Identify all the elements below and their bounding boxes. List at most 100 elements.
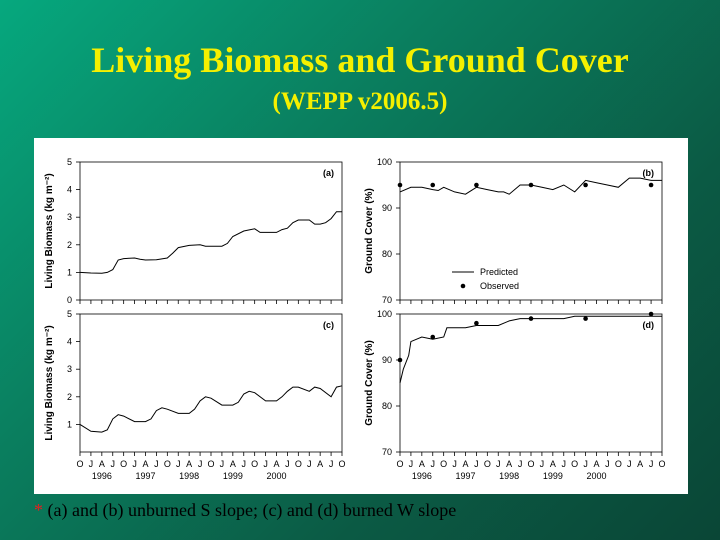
figure-panel: 0 1 2 3 4 5 Living Biomass (kg m⁻²) (a) 70 80 90 10… (34, 138, 688, 494)
y-tick-label: 70 (382, 447, 392, 457)
panel-label: (a) (323, 168, 334, 178)
observed-point (583, 182, 588, 188)
observed-point (430, 182, 436, 188)
x-tick-label: A (99, 459, 105, 469)
x-tick-label: J (562, 459, 567, 469)
x-tick-label: A (637, 459, 643, 469)
y-tick-label: 100 (377, 157, 392, 167)
observed-point (430, 334, 436, 340)
x-tick-label: J (409, 459, 414, 469)
series-line-d (399, 315, 662, 384)
x-tick-label: J (111, 459, 116, 469)
x-tick-label: J (285, 459, 290, 469)
series-line-a (79, 211, 342, 274)
y-tick-label: 4 (67, 185, 72, 195)
observed-point (528, 182, 534, 188)
y-tick-label: 4 (67, 337, 72, 347)
observed-point (397, 182, 403, 188)
panel-label: (c) (323, 320, 334, 330)
x-tick-label: O (164, 459, 171, 469)
x-tick-label: J (452, 459, 457, 469)
y-tick-label: 1 (67, 419, 72, 429)
x-tick-label: A (506, 459, 512, 469)
x-tick-label: O (440, 459, 447, 469)
x-tick-label: J (649, 459, 654, 469)
x-year-label: 1998 (499, 471, 519, 481)
x-tick-label: A (419, 459, 425, 469)
plot-frame-b (399, 161, 663, 301)
x-tick-label: O (527, 459, 534, 469)
x-tick-label: J (89, 459, 94, 469)
y-axis-label: Ground Cover (%) (364, 340, 375, 426)
y-tick-label: 0 (67, 295, 72, 305)
series-line-c (79, 385, 343, 433)
x-year-label: 1996 (92, 471, 112, 481)
x-tick-label: A (462, 459, 468, 469)
y-tick-label: 100 (377, 309, 392, 319)
x-tick-label: O (571, 459, 578, 469)
x-year-label: 1997 (455, 471, 475, 481)
y-tick-label: 70 (382, 295, 392, 305)
panel-label: (b) (643, 168, 655, 178)
x-year-label: 1999 (543, 471, 563, 481)
y-tick-label: 3 (67, 364, 72, 374)
x-tick-label: O (207, 459, 214, 469)
y-tick-label: 2 (67, 392, 72, 402)
caption-text: (a) and (b) unburned S slope; (c) and (d… (47, 500, 457, 520)
x-year-label: 1999 (223, 471, 243, 481)
panel-label: (d) (643, 320, 655, 330)
x-year-label: 1997 (135, 471, 155, 481)
x-tick-label: J (307, 459, 312, 469)
plot-frame-a (79, 161, 343, 301)
x-tick-label: O (295, 459, 302, 469)
x-tick-label: A (186, 459, 192, 469)
series-line-b (399, 177, 662, 195)
legend-point-swatch (460, 283, 466, 289)
x-year-label: 2000 (266, 471, 286, 481)
x-tick-label: O (615, 459, 622, 469)
x-tick-label: J (627, 459, 632, 469)
x-tick-label: J (154, 459, 159, 469)
y-axis-label: Living Biomass (kg m⁻²) (44, 173, 55, 288)
y-tick-label: 2 (67, 240, 72, 250)
observed-point (474, 182, 479, 188)
x-tick-label: A (317, 459, 323, 469)
x-tick-label: A (142, 459, 148, 469)
y-tick-label: 80 (382, 249, 392, 259)
slide-title: Living Biomass and Ground Cover (91, 40, 629, 80)
observed-point (528, 316, 534, 321)
x-tick-label: J (329, 459, 334, 469)
x-tick-label: J (518, 459, 523, 469)
x-tick-label: A (550, 459, 556, 469)
y-tick-label: 5 (67, 309, 72, 319)
x-tick-label: J (242, 459, 247, 469)
x-tick-label: J (474, 459, 479, 469)
x-year-label: 2000 (586, 471, 606, 481)
legend-label-predicted: Predicted (480, 267, 518, 277)
x-tick-label: O (120, 459, 127, 469)
x-tick-label: J (132, 459, 137, 469)
x-tick-label: J (540, 459, 545, 469)
caption: * (a) and (b) unburned S slope; (c) and … (34, 500, 688, 521)
x-tick-label: J (263, 459, 268, 469)
y-tick-label: 90 (382, 203, 392, 213)
observed-point (583, 316, 588, 321)
x-tick-label: J (605, 459, 610, 469)
observed-point (648, 182, 654, 188)
x-tick-label: A (230, 459, 236, 469)
y-tick-label: 3 (67, 212, 72, 222)
observed-point (474, 320, 479, 326)
x-tick-label: J (220, 459, 225, 469)
x-tick-label: O (76, 459, 83, 469)
figure-svg: 0 1 2 3 4 5 Living Biomass (kg m⁻²) (a) 70 80 90 10… (44, 157, 666, 481)
caption-marker: * (34, 500, 43, 520)
x-tick-label: J (496, 459, 501, 469)
plot-frame-d (399, 313, 663, 453)
x-year-label: 1996 (412, 471, 432, 481)
y-axis-label: Living Biomass (kg m⁻²) (44, 325, 55, 440)
y-axis-label: Ground Cover (%) (364, 188, 375, 274)
x-tick-label: O (396, 459, 403, 469)
legend-label-observed: Observed (480, 281, 519, 291)
x-tick-label: J (198, 459, 203, 469)
x-tick-label: J (176, 459, 181, 469)
